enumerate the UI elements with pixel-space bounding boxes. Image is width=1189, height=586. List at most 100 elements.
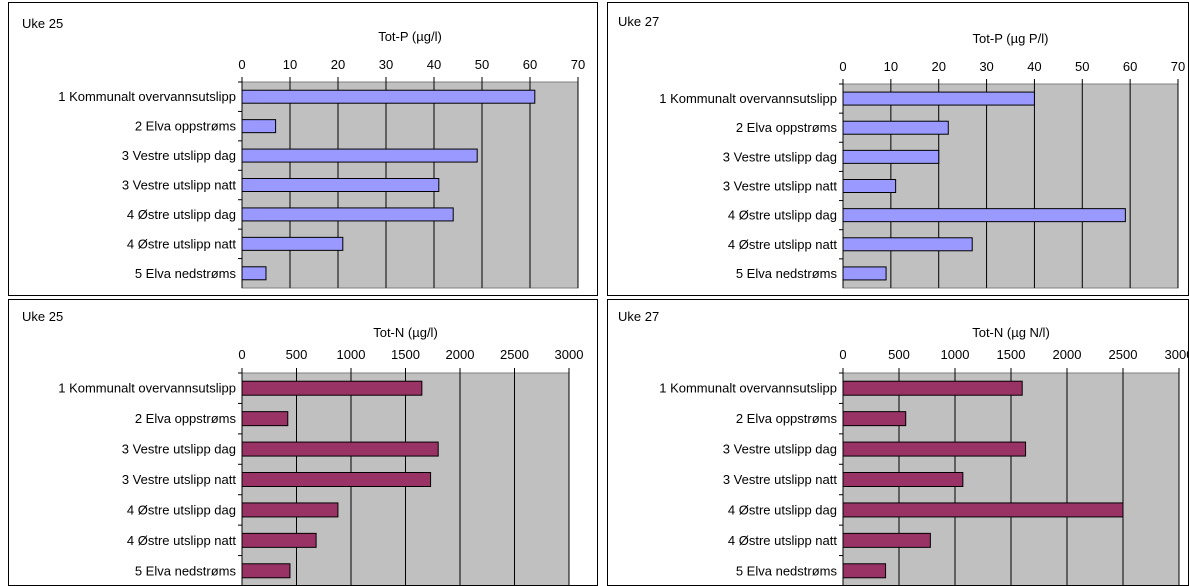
bar: [842, 179, 897, 193]
category-label: 2 Elva oppstrøms: [736, 120, 838, 135]
tick-label: 50: [1075, 59, 1089, 74]
chart-panel-3: Uke 25 Tot-N (µg/l) 0 500 1000 1500 2000 2500 30…: [8, 299, 598, 586]
tick-label: 500: [286, 347, 308, 362]
bar: [241, 411, 289, 427]
category-label: 3 Vestre utslipp natt: [723, 179, 838, 194]
category-label: 4 Østre utslipp natt: [728, 237, 837, 252]
category-label: 2 Elva oppstrøms: [736, 411, 838, 426]
bar: [241, 119, 277, 134]
tick-label: 500: [888, 347, 910, 362]
bar: [842, 266, 887, 281]
bar: [842, 441, 1027, 457]
chart-svg: Uke 27 Tot-P (µg P/l) 0 10 20 30 40 50 60 70 1 Kom…: [618, 14, 1185, 289]
chart-svg: Uke 27 Tot-N (µg N/l) 0 500 1000 1500 2000 2500…: [618, 309, 1188, 585]
panel-label: Uke 25: [22, 309, 63, 324]
category-label: 2 Elva oppstrøms: [135, 411, 237, 426]
bar: [842, 91, 1035, 106]
tick-label: 60: [1123, 59, 1137, 74]
tick-label: 40: [427, 57, 441, 72]
category-label: 4 Østre utslipp natt: [728, 533, 837, 548]
tick-label: 60: [523, 57, 537, 72]
tick-label: 20: [331, 57, 345, 72]
chart-svg: Uke 25 Tot-N (µg/l) 0 500 1000 1500 2000 2500 30…: [22, 309, 584, 585]
tick-label: 1500: [997, 347, 1026, 362]
tick-label: 30: [379, 57, 393, 72]
chart-panel-4: Uke 27 Tot-N (µg N/l) 0 500 1000 1500 2000 2500…: [607, 299, 1189, 586]
category-label: 2 Elva oppstrøms: [135, 119, 237, 134]
tick-label: 1500: [391, 347, 420, 362]
chart-panel-1: Uke 25 Tot-P (µg/l) 0 10 20 30 40 50 60 70 1 Kommu…: [8, 2, 598, 296]
tick-label: 40: [1027, 59, 1041, 74]
bar: [842, 120, 949, 135]
chart-svg: Uke 25 Tot-P (µg/l) 0 10 20 30 40 50 60 70 1 Kommu…: [22, 16, 585, 289]
tick-label: 2500: [1109, 347, 1138, 362]
category-label: 1 Kommunalt overvannsutslipp: [659, 381, 837, 396]
category-label: 3 Vestre utslipp natt: [723, 472, 838, 487]
bar: [241, 236, 344, 251]
bar: [842, 380, 1023, 396]
tick-label: 2000: [1053, 347, 1082, 362]
chart-title: Tot-N (µg/l): [373, 325, 438, 340]
bar: [842, 149, 940, 164]
tick-label: 0: [238, 347, 245, 362]
bar: [241, 178, 440, 192]
tick-label: 2500: [500, 347, 529, 362]
tick-label: 0: [839, 59, 846, 74]
category-label: 4 Østre utslipp dag: [728, 502, 837, 517]
category-label: 3 Vestre utslipp dag: [122, 148, 236, 163]
bar: [842, 411, 907, 427]
category-label: 1 Kommunalt overvannsutslipp: [659, 91, 837, 106]
plot-area: [842, 83, 1179, 289]
bar: [241, 89, 536, 104]
tick-label: 1000: [337, 347, 366, 362]
chart-title: Tot-N (µg N/l): [972, 325, 1050, 340]
tick-label: 20: [931, 59, 945, 74]
bar: [241, 502, 339, 518]
tick-label: 3000: [1165, 347, 1188, 362]
category-label: 4 Østre utslipp dag: [728, 208, 837, 223]
tick-label: 30: [979, 59, 993, 74]
bar: [241, 266, 267, 281]
bar: [241, 472, 432, 487]
tick-label: 0: [839, 347, 846, 362]
tick-label: 3000: [555, 347, 584, 362]
category-label: 1 Kommunalt overvannsutslipp: [58, 89, 236, 104]
bar: [842, 563, 887, 579]
tick-label: 50: [475, 57, 489, 72]
category-label: 3 Vestre utslipp natt: [122, 178, 237, 193]
tick-label: 1000: [941, 347, 970, 362]
tick-label: 10: [283, 57, 297, 72]
category-label: 3 Vestre utslipp natt: [122, 472, 237, 487]
bar: [241, 380, 423, 396]
panel-label: Uke 27: [618, 14, 659, 29]
category-label: 5 Elva nedstrøms: [736, 266, 838, 281]
bar: [241, 563, 291, 579]
category-label: 4 Østre utslipp natt: [127, 533, 236, 548]
bar: [241, 148, 478, 163]
bar: [241, 207, 454, 222]
bar: [842, 532, 931, 548]
bar: [241, 441, 439, 457]
category-label: 3 Vestre utslipp dag: [122, 442, 236, 457]
bar: [241, 532, 317, 548]
category-label: 4 Østre utslipp dag: [127, 502, 236, 517]
category-label: 4 Østre utslipp natt: [127, 236, 236, 251]
category-label: 1 Kommunalt overvannsutslipp: [58, 381, 236, 396]
tick-label: 70: [571, 57, 585, 72]
panel-label: Uke 27: [618, 309, 659, 324]
category-label: 3 Vestre utslipp dag: [723, 149, 837, 164]
tick-label: 0: [238, 57, 245, 72]
bar: [842, 237, 973, 252]
tick-label: 2000: [446, 347, 475, 362]
bar: [842, 502, 1124, 518]
bar: [842, 208, 1126, 223]
chart-panel-2: Uke 27 Tot-P (µg P/l) 0 10 20 30 40 50 60 70 1 Kom…: [607, 2, 1189, 296]
chart-title: Tot-P (µg/l): [378, 29, 442, 44]
tick-label: 70: [1171, 59, 1185, 74]
category-label: 5 Elva nedstrøms: [135, 266, 237, 281]
tick-label: 10: [884, 59, 898, 74]
chart-title: Tot-P (µg P/l): [973, 31, 1049, 46]
category-label: 5 Elva nedstrøms: [135, 563, 237, 578]
category-label: 3 Vestre utslipp dag: [723, 442, 837, 457]
category-label: 5 Elva nedstrøms: [736, 563, 838, 578]
